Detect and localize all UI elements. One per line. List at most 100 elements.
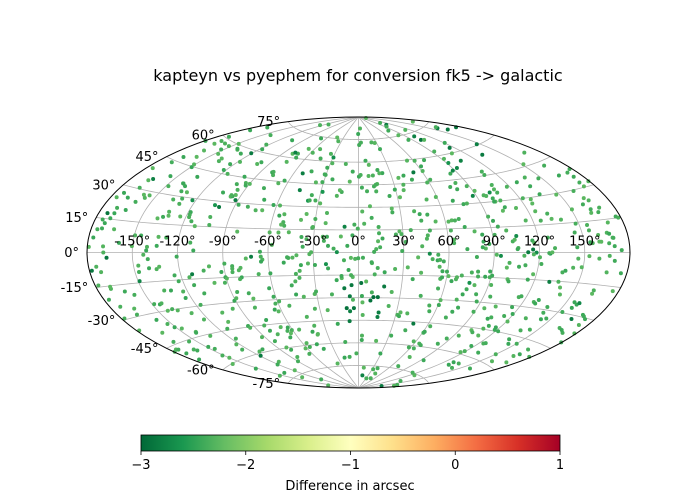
data-point <box>480 232 485 237</box>
data-point <box>226 319 231 324</box>
data-point <box>139 233 144 238</box>
data-point <box>547 279 552 284</box>
data-point <box>350 233 355 238</box>
data-point <box>284 345 289 350</box>
data-point <box>506 341 511 346</box>
data-point <box>531 252 536 257</box>
data-point <box>550 250 555 255</box>
data-point <box>520 196 525 201</box>
data-point <box>481 239 486 244</box>
data-point <box>304 341 309 346</box>
data-point <box>507 337 512 342</box>
data-point <box>458 350 463 355</box>
data-point <box>504 360 509 365</box>
data-point <box>105 211 110 216</box>
data-point <box>430 257 435 262</box>
data-point <box>392 187 397 192</box>
data-point <box>322 172 327 177</box>
data-point <box>474 292 479 297</box>
data-point <box>260 335 265 340</box>
data-point <box>326 383 331 388</box>
data-point <box>307 198 312 203</box>
data-point <box>330 161 335 166</box>
data-point <box>223 141 227 146</box>
data-point <box>312 262 317 267</box>
longitude-label: -150° <box>114 235 150 250</box>
data-point <box>528 197 533 202</box>
data-point <box>397 195 402 200</box>
data-point <box>187 275 192 280</box>
data-point <box>99 270 104 275</box>
data-point <box>222 280 227 285</box>
longitude-label: 150° <box>569 235 600 250</box>
data-point <box>219 156 224 161</box>
data-point <box>260 347 265 352</box>
data-point <box>248 128 253 133</box>
data-point <box>378 147 383 152</box>
data-point <box>596 210 601 215</box>
data-point <box>369 215 374 220</box>
data-point <box>410 370 415 375</box>
data-point <box>179 326 184 331</box>
data-point <box>225 171 230 176</box>
data-point <box>271 294 276 299</box>
data-point <box>304 314 309 319</box>
data-point <box>505 319 510 324</box>
longitude-label: -90° <box>209 235 237 250</box>
data-point <box>145 257 150 262</box>
data-point <box>403 127 408 132</box>
colorbar <box>140 434 561 452</box>
data-point <box>514 341 519 346</box>
data-point <box>456 216 461 221</box>
data-point <box>376 310 381 315</box>
data-point <box>235 290 240 295</box>
data-point <box>441 156 446 161</box>
data-point <box>517 264 522 269</box>
data-point <box>579 265 584 270</box>
data-point <box>108 284 113 289</box>
data-point <box>361 365 366 370</box>
data-point <box>596 233 601 238</box>
data-point <box>492 199 497 204</box>
data-point <box>444 336 449 341</box>
data-point <box>471 309 476 314</box>
data-point <box>494 252 499 257</box>
data-point <box>288 335 293 340</box>
data-point <box>369 140 374 145</box>
data-point <box>345 243 350 248</box>
data-point <box>160 330 165 335</box>
data-point <box>141 252 146 257</box>
data-point <box>538 218 543 223</box>
data-point <box>179 189 184 194</box>
data-point <box>112 211 117 216</box>
data-point <box>448 228 453 233</box>
data-point <box>294 253 299 258</box>
data-point <box>285 255 290 260</box>
data-point <box>389 333 394 338</box>
latitude-label: -60° <box>187 363 215 378</box>
data-point <box>467 366 472 371</box>
data-point <box>201 317 206 322</box>
data-point <box>194 330 199 335</box>
data-point <box>192 283 197 288</box>
data-point <box>191 347 196 352</box>
chart-title: kapteyn vs pyephem for conversion fk5 ->… <box>153 66 562 85</box>
data-point <box>342 286 347 291</box>
data-point <box>476 333 481 338</box>
data-point <box>458 158 463 163</box>
data-point <box>256 272 261 277</box>
data-point <box>618 271 623 276</box>
data-point <box>169 160 174 165</box>
data-point <box>181 155 186 160</box>
data-point <box>374 338 379 343</box>
data-point <box>101 244 106 249</box>
data-point <box>180 196 185 201</box>
data-point <box>285 328 290 333</box>
data-point <box>460 292 465 297</box>
data-point <box>526 347 531 352</box>
data-point <box>276 309 281 314</box>
data-point <box>265 125 270 130</box>
data-point <box>417 212 422 217</box>
data-point <box>236 268 241 273</box>
data-point <box>502 205 507 210</box>
